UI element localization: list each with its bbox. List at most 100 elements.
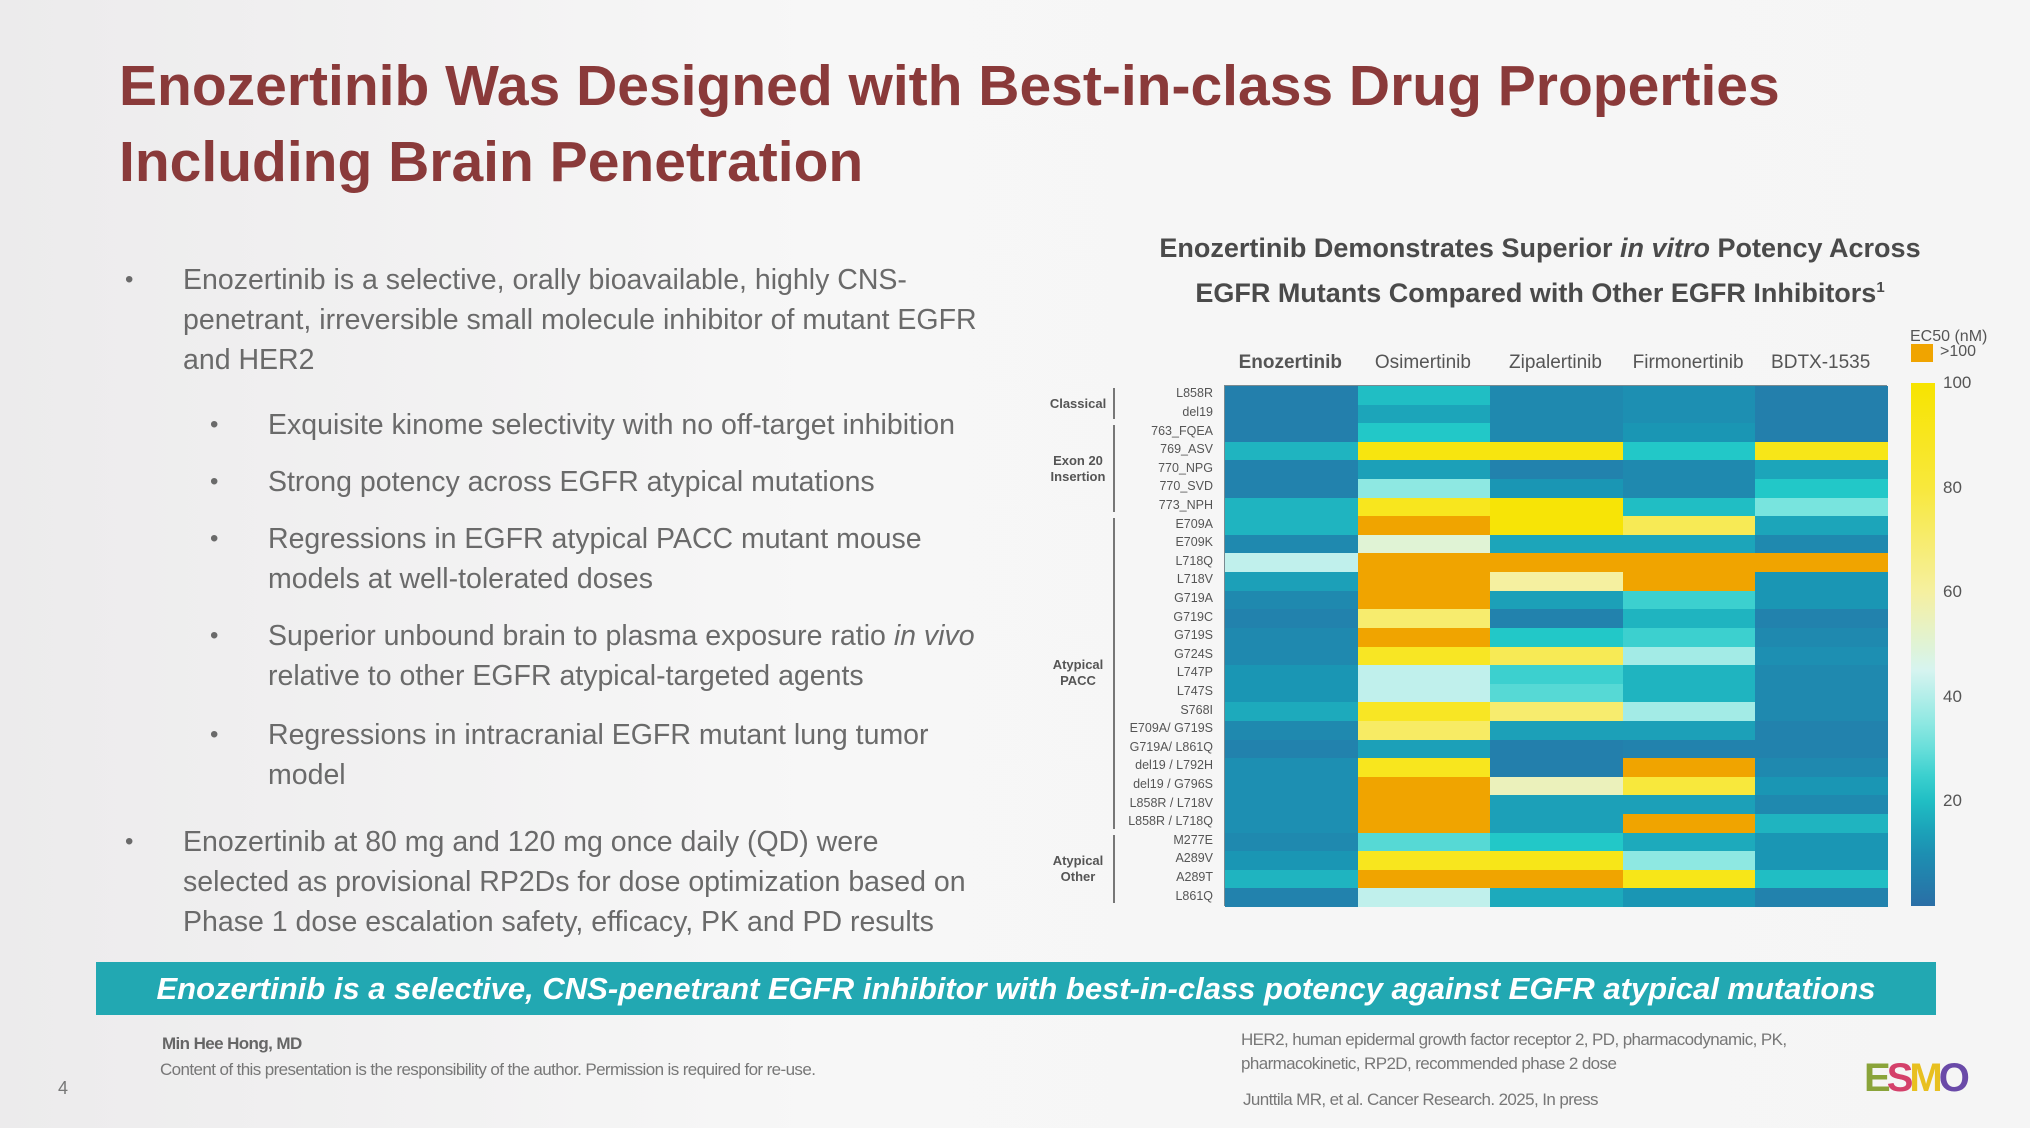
heatmap-cell [1622, 832, 1756, 852]
heatmap-cell [1357, 423, 1491, 443]
bullet-1: • Enozertinib is a selective, orally bioa… [125, 260, 983, 380]
title-line-2: Including Brain Penetration [119, 130, 864, 194]
row-label: G719C [1173, 609, 1213, 624]
heatmap [1224, 385, 1889, 908]
bullet-dot: • [210, 525, 219, 552]
heatmap-cell [1755, 609, 1889, 629]
heatmap-cell [1490, 646, 1624, 666]
heatmap-cell [1622, 572, 1756, 592]
column-header: Zipalertinib [1509, 352, 1602, 373]
heatmap-cell [1622, 627, 1756, 647]
heatmap-cell [1622, 404, 1756, 424]
heatmap-cell [1622, 386, 1756, 406]
chart-title-part: Enozertinib Demonstrates Superior [1159, 233, 1620, 263]
colorbar-label: EC50 (nM) [1910, 328, 1988, 345]
heatmap-cell [1357, 869, 1491, 889]
heatmap-cell [1490, 776, 1624, 796]
bullet-dot: • [210, 468, 219, 495]
row-label: L861Q [1175, 888, 1213, 903]
bullet-dot: • [125, 828, 134, 855]
row-label: G724S [1174, 646, 1213, 661]
row-label: del19 [1182, 404, 1213, 419]
row-labels: L858R del19 763_FQEA 769_ASV 770_NPG 770_SVD 7… [1100, 385, 1213, 906]
row-label: L718Q [1175, 553, 1213, 568]
bullet-5: • Superior unbound brain to plasma exposu… [210, 616, 988, 696]
heatmap-cell [1755, 646, 1889, 666]
heatmap-cell [1622, 516, 1756, 536]
heatmap-cell [1490, 869, 1624, 889]
heatmap-cell [1755, 851, 1889, 871]
heatmap-cell [1357, 572, 1491, 592]
key-message-banner: Enozertinib is a selective, CNS-penetran… [96, 962, 1936, 1015]
heatmap-cell [1490, 386, 1624, 406]
heatmap-cell [1622, 720, 1756, 741]
heatmap-cell [1490, 460, 1624, 480]
abbreviations-line1: HER2, human epidermal growth factor rece… [1241, 1030, 1787, 1049]
heatmap-cell [1490, 665, 1624, 685]
bullet-2: • Exquisite kinome selectivity with no of… [210, 405, 988, 445]
heatmap-cell [1755, 702, 1889, 722]
chart-title-superscript: 1 [1876, 279, 1885, 296]
heatmap-cell [1755, 386, 1889, 406]
bullet-text: Enozertinib is a selective, orally bioav… [183, 264, 977, 376]
heatmap-cell [1622, 590, 1756, 610]
heatmap-cell [1755, 534, 1889, 554]
colorbar-tick-label: 100 [1943, 373, 1972, 392]
heatmap-cell [1357, 460, 1491, 480]
heatmap-cell [1357, 813, 1491, 834]
heatmap-cell [1622, 776, 1756, 796]
heatmap-cell [1755, 404, 1889, 424]
heatmap-cell [1225, 646, 1359, 666]
bullet-dot: • [210, 411, 219, 438]
heatmap-cell [1755, 423, 1889, 443]
row-label: 769_ASV [1160, 442, 1213, 457]
row-label: L747P [1176, 665, 1213, 680]
column-header: Enozertinib [1238, 352, 1343, 373]
heatmap-cell [1755, 627, 1889, 647]
heatmap-cell [1490, 423, 1624, 443]
heatmap-cell [1755, 683, 1889, 703]
heatmap-cell [1622, 758, 1756, 778]
heatmap-cell [1622, 497, 1756, 517]
row-label: E709A/ G719S [1129, 721, 1213, 736]
heatmap-cell [1490, 627, 1624, 647]
heatmap-cell [1622, 869, 1756, 889]
heatmap-cell [1357, 404, 1491, 424]
bullet-6: • Regressions in intracranial EGFR mutant… [210, 715, 988, 795]
heatmap-cell [1357, 627, 1491, 647]
heatmap-cell [1490, 832, 1624, 852]
heatmap-cell [1755, 813, 1889, 834]
heatmap-cell [1357, 832, 1491, 852]
page-number: 4 [58, 1078, 68, 1098]
heatmap-cell [1225, 386, 1359, 406]
heatmap-cell [1622, 702, 1756, 722]
heatmap-cell [1622, 609, 1756, 629]
group-label: Classical [1049, 395, 1107, 411]
heatmap-cell [1225, 516, 1359, 536]
heatmap-cell [1357, 702, 1491, 722]
heatmap-cell [1357, 497, 1491, 517]
heatmap-cell [1357, 851, 1491, 871]
chart-title-part: Potency Across [1710, 233, 1921, 263]
row-label: E709K [1175, 535, 1213, 550]
heatmap-cell [1755, 776, 1889, 796]
bullet-text: Exquisite kinome selectivity with no off… [268, 409, 955, 441]
row-label: 770_SVD [1159, 479, 1213, 494]
group-bracket [1113, 388, 1115, 420]
heatmap-cell [1490, 739, 1624, 759]
row-label: L858R / L718V [1129, 795, 1213, 810]
title-line-1: Enozertinib Was Designed with Best-in-cl… [119, 54, 1780, 118]
heatmap-cell [1357, 386, 1491, 406]
heatmap-cell [1490, 479, 1624, 499]
heatmap-cell [1490, 572, 1624, 592]
group-label: Atypical Other [1052, 852, 1104, 884]
heatmap-cell [1755, 758, 1889, 778]
row-label: L858R [1176, 386, 1213, 401]
heatmap-cell [1225, 460, 1359, 480]
heatmap-cell [1755, 832, 1889, 852]
heatmap-cell [1755, 888, 1889, 908]
heatmap-cell [1357, 590, 1491, 610]
heatmap-cell [1225, 497, 1359, 517]
bullet-dot: • [210, 622, 219, 649]
heatmap-cell [1755, 795, 1889, 815]
